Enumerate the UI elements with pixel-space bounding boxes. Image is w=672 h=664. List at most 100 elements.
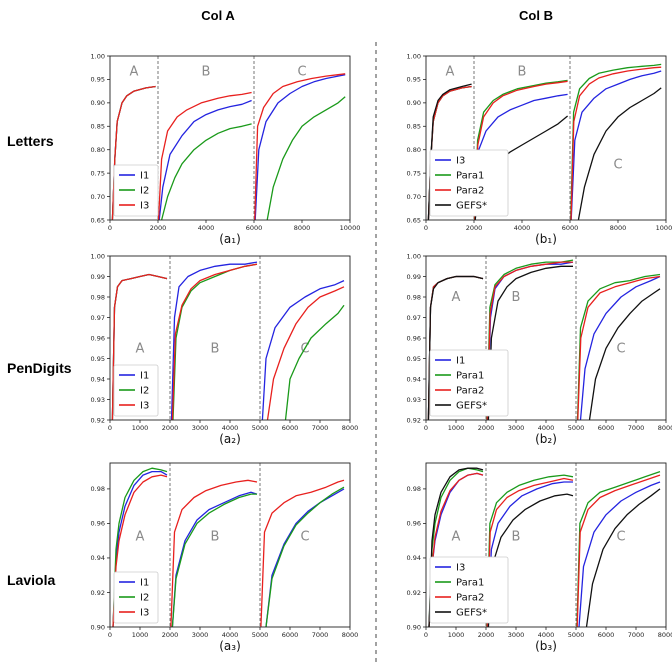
y-tick-label: 1.00 — [91, 252, 105, 260]
region-label-a: A — [446, 65, 455, 80]
legend-entry-i2: I2 — [140, 593, 149, 604]
series-line-para2 — [570, 66, 662, 220]
series-line-para1 — [570, 63, 662, 220]
series-line-para1 — [486, 474, 574, 627]
series-line-i3 — [578, 481, 661, 627]
region-label-b: B — [512, 290, 521, 305]
region-label-b: B — [518, 65, 527, 80]
y-tick-label: 0.92 — [91, 589, 105, 597]
legend-entry-i2: I2 — [140, 186, 149, 197]
y-tick-label: 1.00 — [407, 52, 421, 60]
region-label-c: C — [616, 530, 625, 545]
series-line-i3 — [570, 70, 662, 220]
series-line-para2 — [486, 261, 573, 420]
legend-entry-i2: I2 — [140, 386, 149, 397]
x-tick-label: 0 — [108, 424, 112, 432]
legend-entry-i3: I3 — [140, 201, 149, 212]
legend-entry-i3: I3 — [456, 563, 465, 574]
y-tick-label: 0.75 — [407, 169, 421, 177]
panel-caption: (b₂) — [535, 432, 557, 446]
legend-entry-para2: Para2 — [456, 593, 484, 604]
legend-entry-i3: I3 — [456, 156, 465, 167]
series-line-para2 — [577, 275, 661, 420]
region-label-b: B — [211, 530, 220, 545]
panel-caption: (b₁) — [535, 232, 557, 246]
region-label-b: B — [202, 65, 211, 80]
x-tick-label: 0 — [108, 224, 112, 232]
series-line-gefs — [427, 275, 484, 420]
series-line-gefs — [585, 488, 661, 627]
x-tick-label: 6000 — [598, 631, 615, 639]
x-tick-label: 10000 — [656, 224, 672, 232]
series-lines — [427, 259, 661, 420]
x-tick-label: 7000 — [312, 631, 329, 639]
panel-caption: (a₃) — [219, 639, 241, 653]
series-line-i3 — [266, 286, 345, 420]
y-tick-label: 0.96 — [91, 334, 105, 342]
panel-caption: (a₂) — [219, 432, 241, 446]
series-line-gefs — [588, 288, 661, 420]
x-tick-label: 7000 — [628, 631, 645, 639]
y-tick-label: 0.90 — [91, 623, 105, 631]
row-label-pendigits: PenDigits — [7, 360, 72, 376]
series-lines — [428, 467, 661, 627]
series-line-gefs — [487, 265, 573, 420]
series-line-para2 — [576, 474, 661, 627]
legend: I3 Para1 Para2 GEFS* — [429, 556, 509, 624]
y-tick-label: 0.98 — [407, 293, 421, 301]
y-tick-label: 0.96 — [91, 520, 105, 528]
legend-entry-para2: Para2 — [456, 386, 484, 397]
region-label-b: B — [512, 530, 521, 545]
legend-entry-i1: I1 — [140, 371, 149, 382]
series-line-i1 — [579, 275, 661, 420]
series-line-i3 — [486, 481, 573, 627]
series-line-i1 — [254, 74, 346, 220]
x-tick-label: 6000 — [562, 224, 579, 232]
chart-panel-2: 0 2000 4000 6000 8000 10000 0.65 0.70 0.75 0.80 0.… — [407, 52, 672, 246]
plot-frame — [109, 462, 351, 628]
region-label-c: C — [613, 157, 622, 172]
series-line-i3 — [170, 479, 258, 627]
region-label-a: A — [136, 341, 145, 356]
region-label-a: A — [136, 530, 145, 545]
series-line-para1 — [473, 79, 568, 220]
series-line-i3 — [111, 273, 168, 420]
x-tick-label: 2000 — [478, 424, 495, 432]
series-lines — [112, 467, 345, 627]
y-tick-label: 0.90 — [91, 99, 105, 107]
legend-entry-i3: I3 — [140, 401, 149, 412]
series-line-i1 — [112, 470, 168, 627]
x-tick-label: 8000 — [658, 631, 672, 639]
legend-box — [113, 164, 159, 217]
y-tick-label: 0.75 — [91, 169, 105, 177]
chart-panel-3: 0 1000 2000 3000 4000 5000 6000 7000 8000 0.92 0.9… — [91, 252, 359, 446]
y-tick-label: 0.97 — [91, 314, 105, 322]
chart-panel-1: 0 2000 4000 6000 8000 10000 0.65 0.70 0.75 0.80 0.… — [91, 52, 361, 246]
x-tick-label: 4000 — [198, 224, 215, 232]
y-tick-label: 0.90 — [407, 623, 421, 631]
series-line-gefs — [577, 87, 662, 220]
x-tick-label: 8000 — [342, 631, 359, 639]
x-tick-label: 5000 — [252, 631, 269, 639]
chart-panel-4: 0 1000 2000 3000 4000 5000 6000 7000 8000 0.92 0.9… — [407, 252, 672, 446]
plot-frame — [109, 55, 351, 221]
plot-frame — [109, 255, 351, 421]
series-line-i1 — [265, 488, 345, 627]
legend: I1 I2 I3 — [113, 364, 159, 417]
x-tick-label: 1000 — [448, 631, 465, 639]
series-line-para1 — [486, 259, 574, 420]
x-tick-label: 8000 — [658, 424, 672, 432]
x-tick-label: 7000 — [628, 424, 645, 432]
y-tick-label: 0.65 — [407, 216, 421, 224]
panel-caption: (a₁) — [219, 232, 241, 246]
y-tick-label: 0.95 — [91, 76, 105, 84]
y-tick-label: 0.98 — [91, 293, 105, 301]
y-tick-label: 0.70 — [91, 193, 105, 201]
series-line-i3 — [157, 91, 252, 220]
legend-box — [429, 149, 509, 217]
y-tick-label: 0.95 — [407, 76, 421, 84]
x-tick-label: 5000 — [568, 424, 585, 432]
y-tick-label: 0.80 — [91, 146, 105, 154]
y-tick-label: 0.93 — [407, 396, 421, 404]
y-tick-label: 0.90 — [407, 99, 421, 107]
